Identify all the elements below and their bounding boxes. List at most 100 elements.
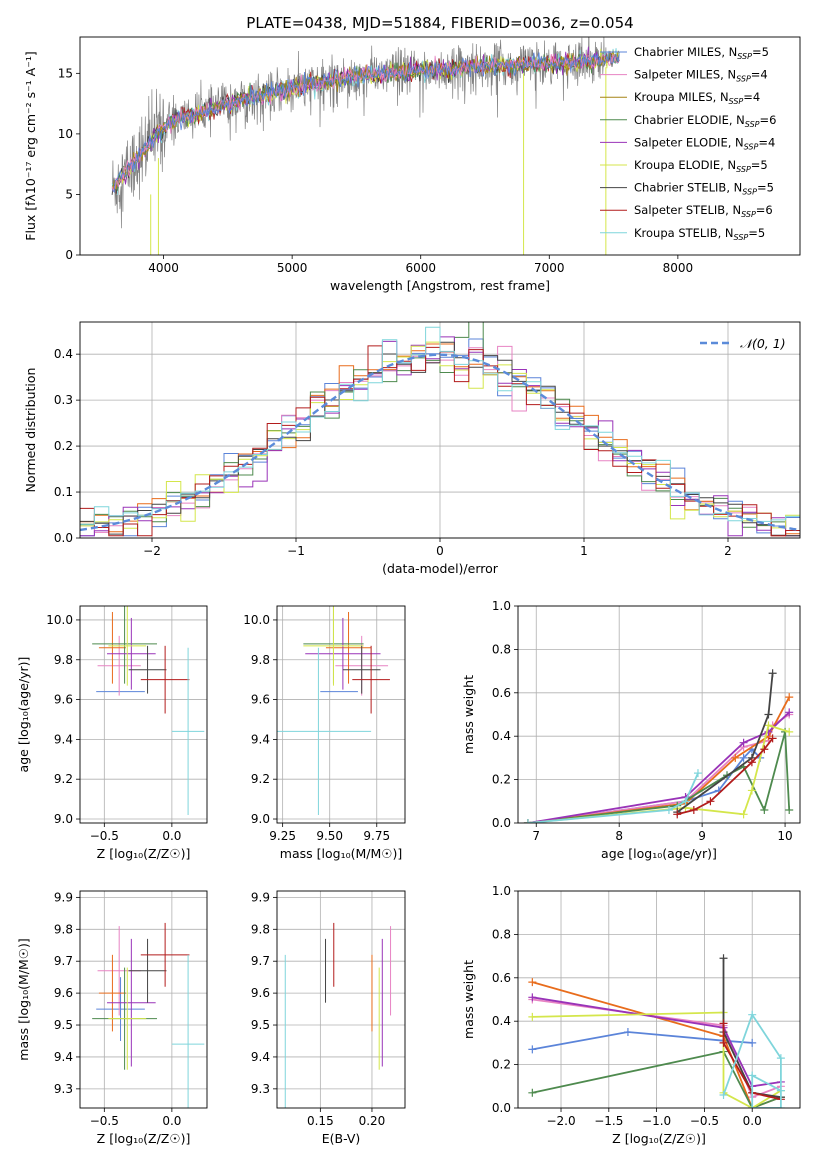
y-axis-label: mass weight — [461, 960, 476, 1039]
legend-entry: Kroupa STELIB, NSSP=5 — [634, 226, 765, 242]
tick-label-y: 0.2 — [492, 1058, 511, 1072]
grid — [277, 606, 405, 823]
tick-label-x: −2.0 — [546, 1114, 575, 1128]
legend-sub: SSP — [741, 210, 756, 219]
legend-tail: =5 — [751, 158, 768, 172]
legend-tail: =6 — [756, 203, 773, 217]
tick-label-x: 6000 — [405, 261, 436, 275]
tick-label-y: 9.2 — [54, 772, 73, 786]
tick-label-y: 0.2 — [54, 439, 73, 453]
tick-label-y: 9.8 — [251, 653, 270, 667]
mass-weight-marker — [768, 669, 777, 678]
legend-text: Kroupa STELIB, N — [634, 226, 734, 240]
tick-label-y: 0.8 — [492, 927, 511, 941]
legend-tail: =4 — [751, 68, 768, 82]
mass-weight-marker — [785, 727, 794, 736]
tick-label-x: −1 — [287, 544, 305, 558]
x-axis-label: Z [log₁₀(Z/Z☉)] — [612, 1131, 706, 1146]
tick-label-y: 9.5 — [251, 1018, 270, 1032]
tick-label-y: 9.4 — [54, 1050, 73, 1064]
tick-label-x: 0.0 — [162, 1114, 181, 1128]
mass-weight-marker — [764, 710, 773, 719]
tick-label-x: 7 — [532, 829, 540, 843]
tick-label-x: 8 — [615, 829, 623, 843]
tick-label-y: 9.7 — [54, 954, 73, 968]
mass-weight-marker — [748, 1104, 757, 1108]
tick-label-x: 9.75 — [363, 829, 390, 843]
legend-text: Salpeter ELODIE, N — [634, 135, 744, 149]
mass-weight-line — [676, 737, 774, 816]
tick-label-y: 9.2 — [251, 772, 270, 786]
mass-weight-marker — [748, 1071, 757, 1080]
tick-label-y: 9.5 — [54, 1018, 73, 1032]
mass-weight-line — [722, 1023, 782, 1101]
mass-weight-marker — [760, 805, 769, 814]
mass-weight-marker — [739, 738, 748, 747]
tick-label-x: −0.5 — [90, 1114, 119, 1128]
x-axis-label: mass [log₁₀(M/M☉)] — [280, 846, 402, 861]
tick-label-y: 0.4 — [492, 729, 511, 743]
mass-weight-marker — [719, 1019, 728, 1028]
tick-label-y: 1.0 — [492, 884, 511, 898]
tick-label-y: 9.6 — [54, 986, 73, 1000]
mass-weight-marker — [528, 993, 537, 1002]
tick-label-y: 0.1 — [54, 485, 73, 499]
mass-weight-marker — [689, 805, 698, 814]
legend-sub: SSP — [736, 75, 751, 84]
legend-tail: =4 — [743, 90, 760, 104]
tick-label-x: 8000 — [663, 261, 694, 275]
legend-text: Chabrier MILES, N — [634, 45, 737, 59]
legend-entry: Chabrier STELIB, NSSP=5 — [634, 181, 774, 197]
tick-label-x: 0.0 — [162, 829, 181, 843]
tick-label-y: 9.6 — [54, 693, 73, 707]
tick-label-x: 2 — [724, 544, 732, 558]
tick-label-y: 9.8 — [54, 922, 73, 936]
tick-label-y: 0.0 — [54, 531, 73, 545]
mass-weight-marker — [785, 693, 794, 702]
data-spectrum — [111, 37, 608, 229]
axes-frame — [79, 605, 208, 824]
tick-label-x: −0.5 — [90, 829, 119, 843]
legend-sub: SSP — [742, 188, 757, 197]
y-axis-label: mass [log₁₀(M/M☉)] — [16, 938, 31, 1060]
mass-weight-marker — [760, 745, 769, 754]
axes-frame — [276, 890, 406, 1109]
tick-label-x: 9.50 — [316, 829, 343, 843]
legend-entry: Salpeter MILES, NSSP=4 — [634, 68, 768, 84]
tick-label-y: 9.4 — [251, 1050, 270, 1064]
panel-age-vs-Z: −0.5 0.0 9.0 9.2 9.4 9.6 9.8 10.0 Z [log₁₀(Z/Z☉)… — [16, 605, 208, 861]
mass-weight-marker — [731, 753, 740, 762]
mass-weight-marker — [768, 734, 777, 743]
tick-label-y: 0.0 — [492, 816, 511, 830]
model-spectrum — [111, 50, 620, 194]
grid — [80, 891, 207, 1108]
mass-weight-marker — [673, 810, 682, 819]
axes-frame — [517, 890, 801, 1109]
mass-weight-marker — [528, 1012, 537, 1021]
tick-label-y: 9.4 — [251, 732, 270, 746]
mass-weight-line — [532, 1050, 782, 1108]
mass-weight-marker — [747, 786, 756, 795]
tick-label-y: 9.8 — [54, 653, 73, 667]
tick-label-y: 0.0 — [492, 1101, 511, 1115]
legend-tail: =5 — [752, 45, 769, 59]
tick-label-y: 9.3 — [54, 1082, 73, 1096]
mass-weight-line — [532, 1031, 753, 1051]
panel-mass-weight-vs-Z: −2.0 −1.5 −1.0 −0.5 0.0 0.0 0.2 0.4 0.6 0.8 1.0 Z [… — [461, 884, 801, 1146]
mass-weight-marker — [528, 1088, 537, 1097]
mass-weight-marker — [776, 1104, 785, 1108]
legend-entry: Kroupa ELODIE, NSSP=5 — [634, 158, 768, 174]
y-axis-label: age [log₁₀(age/yr)] — [16, 657, 31, 773]
tick-label-y: 5 — [65, 187, 73, 201]
tick-label-y: 0 — [65, 248, 73, 262]
tick-label-y: 9.9 — [251, 890, 270, 904]
histogram-step — [80, 326, 800, 526]
tick-label-x: 9.25 — [269, 829, 296, 843]
tick-label-y: 9.0 — [54, 812, 73, 826]
plot-area — [92, 922, 205, 1108]
mass-weight-marker — [748, 1038, 757, 1047]
y-axis-label: mass weight — [461, 675, 476, 754]
tick-label-x: 0.0 — [743, 1114, 762, 1128]
panel-mass-vs-EBV: 0.15 0.20 9.3 9.4 9.5 9.6 9.7 9.8 9.9 E(B-V) — [251, 890, 406, 1146]
